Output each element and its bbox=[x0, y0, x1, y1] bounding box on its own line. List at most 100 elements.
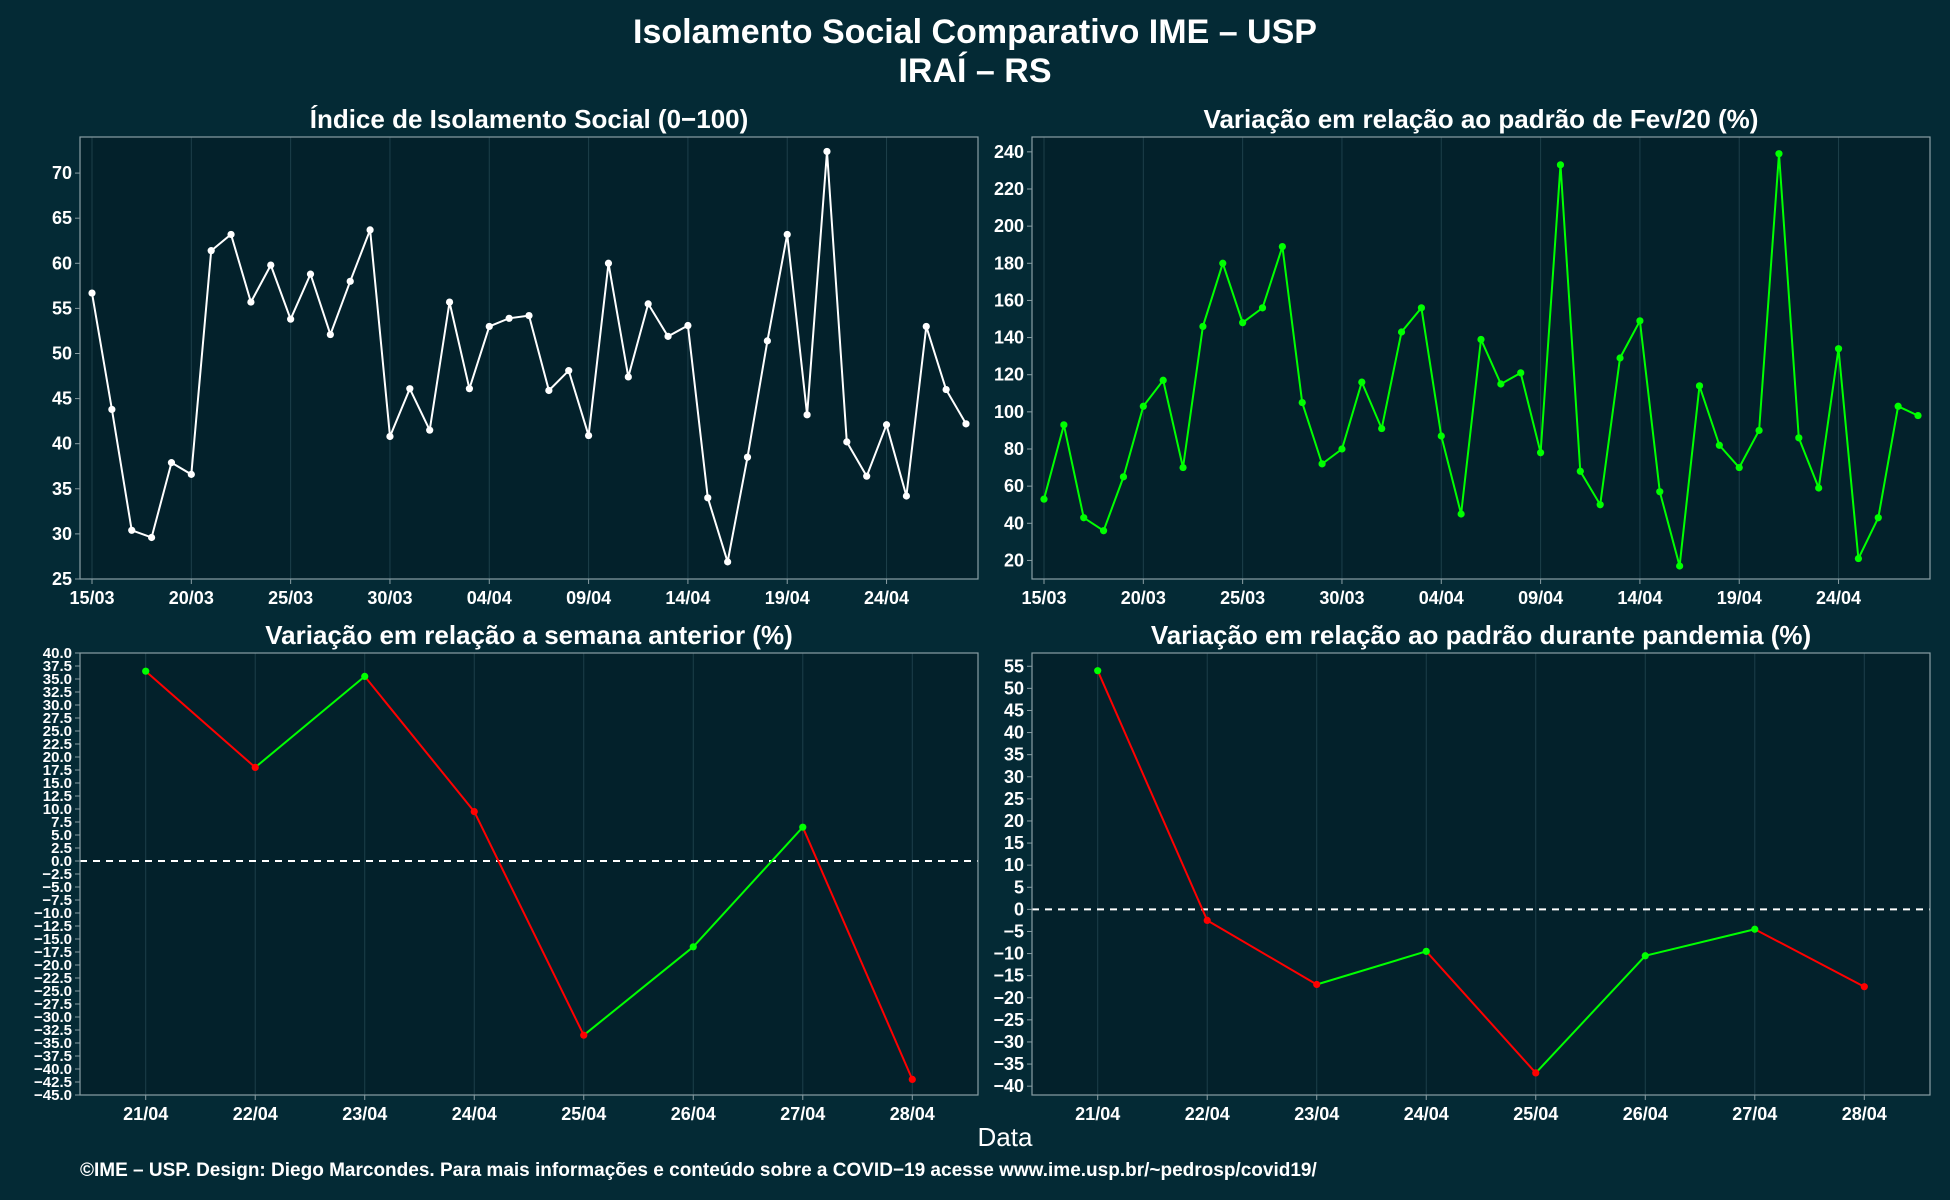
data-point bbox=[1313, 980, 1321, 989]
data-point bbox=[1099, 527, 1108, 535]
chart-panels: Índice de Isolamento Social (0−100) 15/03… bbox=[34, 104, 1931, 1124]
y-tick-label: 10.0 bbox=[43, 801, 72, 818]
data-point bbox=[187, 470, 195, 478]
series-segment bbox=[801, 826, 914, 1080]
data-point bbox=[922, 322, 930, 331]
data-point bbox=[803, 411, 811, 419]
data-point bbox=[227, 230, 235, 239]
data-point bbox=[147, 533, 156, 542]
y-tick-label: −5 bbox=[1003, 921, 1024, 941]
data-point bbox=[1318, 460, 1326, 468]
data-point bbox=[823, 147, 831, 156]
data-point bbox=[1854, 554, 1863, 563]
series-segment bbox=[1425, 950, 1537, 1074]
y-tick-label: −35 bbox=[993, 1054, 1024, 1074]
y-tick-label: 55 bbox=[52, 298, 72, 318]
x-tick-label: 04/04 bbox=[467, 588, 512, 608]
y-tick-label: 12.5 bbox=[43, 788, 72, 805]
x-tick-label: 28/04 bbox=[890, 1104, 935, 1124]
data-point bbox=[1676, 562, 1684, 570]
data-point bbox=[1457, 510, 1465, 518]
data-point bbox=[1378, 424, 1386, 433]
x-tick-label: 14/04 bbox=[665, 588, 710, 608]
x-tick-label: 14/04 bbox=[1617, 588, 1662, 608]
data-point bbox=[1094, 667, 1102, 675]
y-tick-label: 15.0 bbox=[43, 775, 72, 792]
y-tick-label: −22.5 bbox=[34, 970, 72, 987]
series-segment bbox=[1535, 955, 1646, 1074]
panel-title: Índice de Isolamento Social (0−100) bbox=[310, 104, 749, 134]
panel-title: Variação em relação ao padrão de Fev/20 … bbox=[1204, 104, 1759, 134]
y-tick-label: 120 bbox=[994, 365, 1024, 385]
data-point bbox=[724, 558, 732, 566]
figure-subtitle: IRAÍ – RS bbox=[898, 52, 1051, 90]
x-tick-label: 22/04 bbox=[1185, 1104, 1230, 1124]
x-tick-label: 04/04 bbox=[1419, 588, 1464, 608]
data-point bbox=[128, 526, 136, 534]
y-tick-label: 60 bbox=[1004, 476, 1024, 496]
plot-area bbox=[1032, 137, 1930, 579]
data-point bbox=[1576, 467, 1584, 475]
y-tick-label: 160 bbox=[994, 290, 1024, 310]
data-point bbox=[505, 314, 513, 322]
x-tick-label: 25/03 bbox=[268, 588, 313, 608]
x-tick-label: 21/04 bbox=[123, 1104, 168, 1124]
data-point bbox=[366, 226, 374, 234]
data-point bbox=[1239, 319, 1247, 327]
data-point bbox=[406, 385, 414, 393]
data-point bbox=[1815, 484, 1823, 492]
y-tick-label: 25 bbox=[1004, 789, 1024, 809]
data-point bbox=[267, 261, 275, 269]
y-tick-label: 17.5 bbox=[43, 762, 72, 779]
data-point bbox=[763, 337, 771, 345]
data-point bbox=[346, 277, 354, 285]
data-point bbox=[1397, 328, 1406, 336]
y-tick-label: −10 bbox=[993, 944, 1024, 964]
data-point bbox=[1298, 398, 1306, 407]
y-tick-label: 30.0 bbox=[43, 697, 72, 714]
data-point bbox=[902, 492, 911, 500]
data-point bbox=[1477, 335, 1485, 344]
data-point bbox=[306, 270, 315, 278]
data-point bbox=[1358, 378, 1366, 386]
y-tick-label: 10 bbox=[1004, 855, 1024, 875]
data-point bbox=[1139, 402, 1147, 410]
data-point bbox=[1278, 242, 1286, 251]
x-tick-label: 28/04 bbox=[1842, 1104, 1887, 1124]
y-tick-label: −42.5 bbox=[34, 1074, 72, 1091]
y-tick-label: −25.0 bbox=[34, 983, 72, 1000]
data-point bbox=[1751, 925, 1759, 933]
y-tick-label: −12.5 bbox=[34, 918, 72, 935]
chart-panel-4: Variação em relação ao padrão durante pa… bbox=[993, 620, 1931, 1124]
series-segment bbox=[254, 675, 366, 769]
y-tick-label: −40.0 bbox=[34, 1061, 72, 1078]
data-point bbox=[1437, 432, 1445, 440]
y-tick-label: −25 bbox=[993, 1010, 1024, 1030]
data-point bbox=[942, 385, 950, 394]
x-tick-label: 25/03 bbox=[1220, 588, 1265, 608]
data-point bbox=[799, 823, 807, 831]
data-point bbox=[1556, 161, 1565, 169]
data-point bbox=[1616, 354, 1624, 362]
x-tick-label: 21/04 bbox=[1075, 1104, 1120, 1124]
y-tick-label: 70 bbox=[52, 163, 72, 183]
y-tick-label: 7.5 bbox=[51, 814, 72, 831]
x-tick-label: 26/04 bbox=[671, 1104, 716, 1124]
data-point bbox=[644, 300, 652, 308]
y-tick-label: −30.0 bbox=[34, 1009, 72, 1026]
data-point bbox=[689, 943, 697, 951]
data-point bbox=[470, 808, 478, 816]
y-tick-label: 40 bbox=[1004, 723, 1024, 743]
x-tick-label: 30/03 bbox=[367, 588, 412, 608]
data-point bbox=[1735, 463, 1743, 472]
x-tick-label: 25/04 bbox=[1513, 1104, 1558, 1124]
data-point bbox=[1775, 150, 1783, 158]
data-point bbox=[1715, 441, 1723, 449]
data-point bbox=[1338, 445, 1346, 453]
data-point bbox=[1080, 514, 1088, 522]
data-point bbox=[1060, 421, 1068, 429]
x-tick-label: 15/03 bbox=[69, 588, 114, 608]
y-tick-label: 240 bbox=[994, 142, 1024, 162]
